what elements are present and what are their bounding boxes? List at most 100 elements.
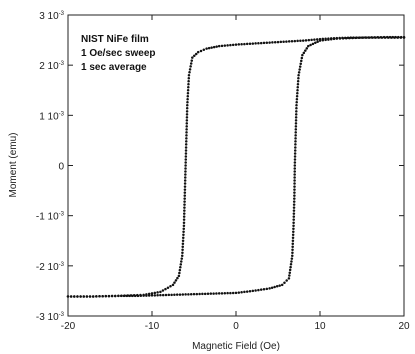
data-point: [187, 82, 190, 86]
y-tick-label: -2 10-3: [36, 262, 65, 273]
data-point: [294, 140, 297, 143]
data-point: [185, 134, 188, 137]
data-point: [220, 44, 224, 48]
data-point: [345, 36, 348, 40]
data-point: [285, 40, 288, 43]
data-point: [351, 36, 354, 40]
data-point: [293, 179, 296, 182]
data-point: [295, 98, 299, 101]
data-point: [226, 44, 229, 47]
data-point: [329, 38, 333, 41]
data-point: [207, 46, 211, 50]
data-point: [363, 36, 367, 39]
data-point: [294, 143, 297, 146]
data-point: [311, 42, 315, 46]
data-point: [294, 128, 298, 131]
data-point: [307, 38, 311, 42]
data-point: [237, 43, 241, 46]
data-point: [293, 191, 296, 194]
data-point: [321, 39, 325, 42]
data-point: [186, 92, 190, 95]
data-point: [305, 47, 309, 50]
data-point: [183, 212, 186, 215]
data-point: [289, 265, 292, 269]
x-tick-label: 0: [233, 321, 239, 332]
data-point: [98, 295, 101, 298]
data-point: [298, 68, 301, 71]
data-point: [292, 230, 295, 233]
data-point: [142, 294, 145, 297]
data-point: [153, 291, 157, 295]
annotation-line-2: 1 Oe/sec sweep: [81, 48, 156, 59]
data-point: [183, 197, 186, 200]
data-point: [107, 294, 111, 298]
data-point: [184, 170, 187, 173]
data-point: [188, 68, 192, 71]
data-point: [229, 43, 232, 47]
data-point: [76, 295, 79, 298]
data-point: [187, 73, 191, 77]
data-point: [209, 292, 213, 295]
data-point: [292, 200, 296, 203]
y-tick-label: 2 10-3: [39, 61, 64, 72]
data-point: [291, 236, 295, 239]
x-tick-label: 20: [398, 321, 410, 332]
data-point: [294, 131, 297, 134]
data-point: [296, 85, 299, 89]
data-point: [294, 134, 297, 137]
data-point: [293, 155, 297, 158]
data-point: [399, 35, 403, 39]
data-point: [182, 221, 186, 224]
data-point: [182, 230, 185, 233]
data-point: [293, 149, 297, 152]
data-point: [212, 292, 215, 295]
data-point: [291, 248, 294, 252]
data-point: [397, 35, 400, 39]
data-point: [215, 292, 218, 295]
data-point: [184, 152, 188, 155]
data-point: [117, 294, 120, 298]
data-point: [185, 107, 189, 110]
data-point: [288, 268, 292, 272]
data-point: [291, 254, 294, 258]
data-point: [79, 295, 82, 298]
data-point: [179, 263, 183, 266]
data-point: [293, 185, 296, 188]
data-point: [275, 285, 279, 288]
data-point: [82, 295, 85, 298]
data-point: [159, 293, 162, 297]
data-point: [139, 294, 143, 298]
data-point: [293, 182, 296, 185]
data-point: [295, 104, 298, 107]
data-point: [223, 44, 227, 47]
data-point: [295, 95, 299, 98]
data-point: [293, 164, 297, 167]
data-point: [187, 79, 190, 83]
data-point: [181, 239, 185, 242]
data-point: [185, 128, 188, 131]
data-point: [184, 161, 187, 164]
data-point: [217, 44, 221, 48]
data-point: [180, 257, 184, 260]
data-point: [182, 236, 185, 239]
data-point: [379, 35, 383, 39]
data-point: [183, 182, 187, 185]
data-point: [245, 290, 249, 293]
data-point: [128, 294, 131, 298]
data-point: [206, 292, 210, 296]
data-point: [170, 293, 173, 297]
data-point: [282, 40, 285, 44]
data-point: [178, 268, 182, 272]
data-point: [302, 51, 306, 55]
data-point: [291, 233, 295, 236]
data-point: [119, 294, 123, 298]
data-point: [184, 149, 188, 152]
data-point: [292, 224, 295, 227]
data-point: [310, 38, 313, 42]
data-point: [283, 281, 286, 284]
data-layer: [66, 35, 406, 298]
data-point: [164, 287, 167, 291]
data-point: [223, 292, 227, 295]
data-point: [234, 291, 238, 295]
x-tick-label: -20: [61, 321, 76, 332]
